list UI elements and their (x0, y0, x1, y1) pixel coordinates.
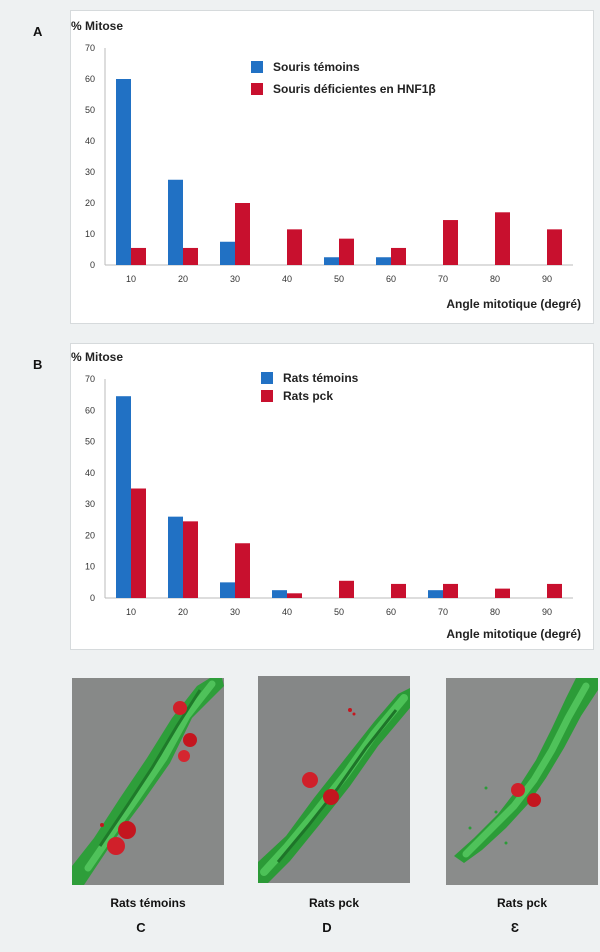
x-tick-label: 50 (334, 274, 344, 284)
x-tick-label: 70 (438, 607, 448, 617)
panel-letter-a: A (33, 24, 43, 39)
x-tick-label: 50 (334, 607, 344, 617)
y-tick-label: 20 (85, 530, 95, 540)
bar-control-60 (376, 257, 391, 265)
chart-b-plot: % Mitose 0 10 20 30 40 50 60 70 10 20 30 40 50 60 70 80 9… (71, 350, 581, 641)
panel-letter-b: B (33, 357, 43, 372)
x-tick-label: 70 (438, 274, 448, 284)
legend-label-mutant: Rats pck (283, 389, 333, 403)
bar-mutant-10 (131, 488, 146, 598)
bar-mutant-60 (391, 583, 406, 598)
legend-swatch-control (251, 61, 263, 73)
bar-mutant-60 (391, 247, 406, 265)
bar-control-30 (220, 241, 235, 265)
x-axis-label: Angle mitotique (degré) (446, 627, 581, 641)
x-axis-label: Angle mitotique (degré) (446, 297, 581, 311)
bar-mutant-30 (235, 543, 250, 598)
x-tick-label: 80 (490, 274, 500, 284)
y-tick-label: 60 (85, 74, 95, 84)
panel-letter-d: D (322, 920, 332, 935)
micrograph-e (446, 678, 598, 885)
bar-mutant-90 (547, 229, 562, 265)
y-tick-label: 0 (90, 260, 95, 270)
y-tick-label: 10 (85, 229, 95, 239)
x-tick-label: 40 (282, 607, 292, 617)
y-tick-label: 70 (85, 374, 95, 384)
bar-mutant-70 (443, 220, 458, 265)
x-tick-label: 30 (230, 607, 240, 617)
panel-letter-c: C (136, 920, 146, 935)
legend-label-control: Rats témoins (283, 371, 359, 385)
y-tick-label: 40 (85, 136, 95, 146)
bar-control-30 (220, 582, 235, 598)
x-tick-label: 60 (386, 274, 396, 284)
bar-mutant-30 (235, 203, 250, 265)
legend-swatch-mutant (261, 390, 273, 402)
y-axis-label: % Mitose (71, 19, 123, 33)
chart-a: % Mitose 0 10 20 30 40 50 60 70 10 20 30 40 50 60 70 80 9… (70, 10, 594, 324)
legend-label-control: Souris témoins (273, 60, 360, 74)
x-tick-label: 40 (282, 274, 292, 284)
legend-label-mutant: Souris déficientes en HNF1β (273, 82, 436, 96)
x-tick-label: 20 (178, 607, 188, 617)
bar-control-70 (428, 590, 443, 598)
bar-mutant-90 (547, 583, 562, 598)
bar-control-20 (168, 179, 183, 265)
y-tick-label: 0 (90, 593, 95, 603)
y-tick-label: 50 (85, 105, 95, 115)
bar-mutant-40 (287, 229, 302, 265)
x-tick-label: 30 (230, 274, 240, 284)
bar-control-10 (116, 396, 131, 598)
micrograph-d (258, 676, 410, 883)
y-tick-label: 10 (85, 562, 95, 572)
micrograph-c-image (72, 678, 224, 885)
x-tick-label: 90 (542, 607, 552, 617)
bar-control-20 (168, 516, 183, 598)
bar-mutant-80 (495, 588, 510, 598)
y-tick-label: 30 (85, 167, 95, 177)
micrograph-c (72, 678, 224, 885)
bar-mutant-50 (339, 580, 354, 598)
y-tick-label: 20 (85, 198, 95, 208)
bar-mutant-20 (183, 247, 198, 265)
legend-swatch-mutant (251, 83, 263, 95)
bar-control-10 (116, 79, 131, 265)
x-tick-label: 20 (178, 274, 188, 284)
legend-swatch-control (261, 372, 273, 384)
y-tick-label: 40 (85, 468, 95, 478)
bar-mutant-50 (339, 238, 354, 265)
bar-mutant-10 (131, 247, 146, 265)
x-tick-label: 60 (386, 607, 396, 617)
y-tick-label: 60 (85, 405, 95, 415)
x-tick-label: 80 (490, 607, 500, 617)
y-tick-label: 70 (85, 43, 95, 53)
y-axis-label: % Mitose (71, 350, 123, 364)
x-tick-label: 10 (126, 607, 136, 617)
chart-a-plot: % Mitose 0 10 20 30 40 50 60 70 10 20 30 40 50 60 70 80 9… (71, 19, 581, 311)
bar-control-40 (272, 590, 287, 598)
bar-mutant-70 (443, 583, 458, 598)
x-tick-label: 10 (126, 274, 136, 284)
caption-e: Rats pck (496, 896, 548, 910)
x-tick-label: 90 (542, 274, 552, 284)
y-tick-label: 50 (85, 437, 95, 447)
caption-d: Rats pck (308, 896, 360, 910)
bar-mutant-40 (287, 593, 302, 598)
caption-c: Rats témoins (110, 896, 186, 910)
chart-b: % Mitose 0 10 20 30 40 50 60 70 10 20 30 40 50 60 70 80 9… (70, 343, 594, 650)
bar-mutant-20 (183, 521, 198, 598)
bar-control-50 (324, 257, 339, 265)
panel-letter-e: Ɛ (510, 920, 520, 935)
bar-mutant-80 (495, 212, 510, 265)
micrograph-d-image (258, 676, 410, 883)
y-tick-label: 30 (85, 499, 95, 509)
micrograph-e-image (446, 678, 598, 885)
